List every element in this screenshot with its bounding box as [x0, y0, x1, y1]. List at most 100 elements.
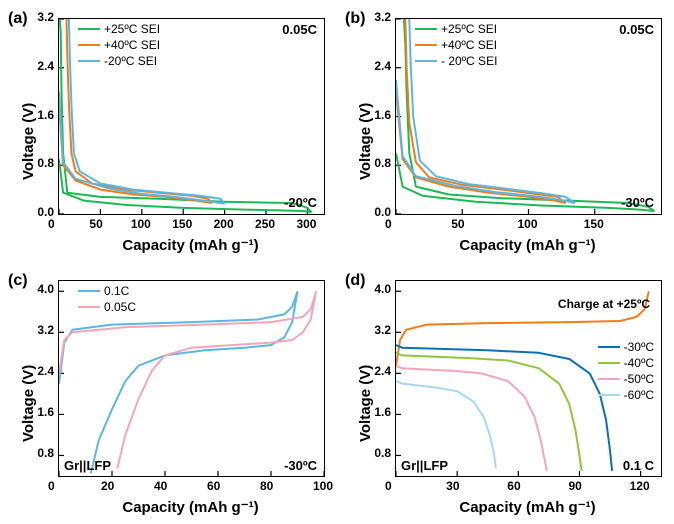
panel-c-xlabel: Capacity (mAh g⁻¹)	[58, 498, 323, 516]
legend-item: +25ºC SEI	[78, 22, 160, 36]
ytick-label: 2.4	[374, 364, 391, 378]
xtick-label: 0	[385, 479, 392, 493]
ytick-label: 0.8	[374, 446, 391, 460]
legend-label: +25ºC SEI	[441, 22, 497, 36]
xtick-label: 250	[255, 217, 275, 231]
xtick-label: 50	[451, 217, 464, 231]
panel-b: (b) Voltage (V) +25ºC SEI +40ºC SEI - 20ºC…	[337, 0, 674, 262]
panel-a: (a) Voltage (V) +25ºC SEI +40ºC SEI -20ºC …	[0, 0, 337, 262]
legend-item: - 20ºC SEI	[415, 54, 497, 68]
xtick-label: 300	[296, 217, 316, 231]
legend-label: -60ºC	[624, 388, 654, 402]
legend-item: 0.1C	[78, 284, 136, 298]
legend-item: 0.05C	[78, 300, 136, 314]
ytick-label: 4.0	[374, 282, 391, 296]
ytick-label: 4.0	[37, 282, 54, 296]
legend-item: +25ºC SEI	[415, 22, 497, 36]
xtick-label: 0	[385, 217, 392, 231]
ytick-label: 3.2	[37, 323, 54, 337]
xtick-label: 100	[518, 217, 538, 231]
ytick-label: 0.8	[37, 156, 54, 170]
legend-label: -30ºC	[624, 340, 654, 354]
legend-label: 0.1C	[104, 284, 129, 298]
legend-line-icon	[598, 394, 620, 396]
xtick-label: 90	[568, 479, 581, 493]
panel-b-ylabel: Voltage (V)	[357, 103, 374, 180]
legend-item: -50ºC	[598, 372, 654, 386]
legend-line-icon	[598, 378, 620, 380]
xtick-label: 40	[154, 479, 167, 493]
legend-item: -60ºC	[598, 388, 654, 402]
ytick-label: 1.6	[374, 108, 391, 122]
legend-line-icon	[415, 44, 437, 46]
legend-line-icon	[78, 28, 100, 30]
xtick-label: 20	[101, 479, 114, 493]
xtick-label: 0	[48, 479, 55, 493]
panel-b-bottom-right: -30ºC	[621, 195, 654, 210]
panel-c-bottom-left: Gr||LFP	[64, 458, 111, 473]
xtick-label: 80	[260, 479, 273, 493]
xtick-label: 100	[313, 479, 333, 493]
panel-c: (c) Voltage (V) 0.1C0.05C Gr||LFP -30ºC …	[0, 262, 337, 524]
panel-d: (d) Voltage (V) -30ºC -40ºC -50ºC -60ºC Cha…	[337, 262, 674, 524]
legend-line-icon	[598, 362, 620, 364]
panel-a-ylabel: Voltage (V)	[20, 103, 37, 180]
panel-a-legend: +25ºC SEI +40ºC SEI -20ºC SEI	[78, 22, 160, 70]
legend-line-icon	[598, 346, 620, 348]
panel-b-legend: +25ºC SEI +40ºC SEI - 20ºC SEI	[415, 22, 497, 70]
xtick-label: 200	[214, 217, 234, 231]
xtick-label: 60	[507, 479, 520, 493]
legend-label: -20ºC SEI	[104, 54, 157, 68]
ytick-label: 1.6	[37, 108, 54, 122]
panel-d-label: (d)	[345, 272, 365, 290]
legend-line-icon	[415, 60, 437, 62]
legend-label: -50ºC	[624, 372, 654, 386]
legend-item: -40ºC	[598, 356, 654, 370]
ytick-label: 0.8	[37, 446, 54, 460]
legend-item: +40ºC SEI	[78, 38, 160, 52]
ytick-label: 2.4	[37, 59, 54, 73]
panel-b-xlabel: Capacity (mAh g⁻¹)	[395, 236, 660, 254]
xtick-label: 150	[172, 217, 192, 231]
panel-a-label: (a)	[8, 10, 28, 28]
legend-label: +40ºC SEI	[104, 38, 160, 52]
ytick-label: 3.2	[374, 10, 391, 24]
panel-c-legend: 0.1C 0.05C	[78, 284, 136, 316]
legend-line-icon	[78, 290, 100, 292]
ytick-label: 2.4	[37, 364, 54, 378]
panel-d-bottom-left: Gr||LFP	[401, 458, 448, 473]
panel-d-ylabel: Voltage (V)	[357, 365, 374, 442]
ytick-label: 1.6	[374, 405, 391, 419]
legend-label: - 20ºC SEI	[441, 54, 497, 68]
ytick-label: 0.0	[37, 205, 54, 219]
legend-item: +40ºC SEI	[415, 38, 497, 52]
legend-label: 0.05C	[104, 300, 136, 314]
panel-d-charge-note: Charge at +25ºC	[558, 297, 650, 311]
legend-line-icon	[78, 306, 100, 308]
panel-c-label: (c)	[8, 272, 28, 290]
xtick-label: 150	[584, 217, 604, 231]
legend-item: -30ºC	[598, 340, 654, 354]
legend-label: +25ºC SEI	[104, 22, 160, 36]
xtick-label: 120	[630, 479, 650, 493]
ytick-label: 3.2	[374, 323, 391, 337]
legend-label: -40ºC	[624, 356, 654, 370]
xtick-label: 60	[207, 479, 220, 493]
panel-a-bottom-right: -20ºC	[284, 195, 317, 210]
xtick-label: 0	[48, 217, 55, 231]
xtick-label: 100	[131, 217, 151, 231]
legend-line-icon	[78, 60, 100, 62]
panel-c-bottom-right: -30ºC	[284, 458, 317, 473]
panel-d-xlabel: Capacity (mAh g⁻¹)	[395, 498, 660, 516]
panel-d-bottom-right: 0.1 C	[623, 458, 654, 473]
legend-label: +40ºC SEI	[441, 38, 497, 52]
ytick-label: 3.2	[37, 10, 54, 24]
panel-b-top-right: 0.05C	[619, 22, 654, 37]
legend-line-icon	[78, 44, 100, 46]
legend-item: -20ºC SEI	[78, 54, 160, 68]
panel-b-label: (b)	[345, 10, 365, 28]
ytick-label: 0.8	[374, 156, 391, 170]
xtick-label: 30	[446, 479, 459, 493]
ytick-label: 0.0	[374, 205, 391, 219]
ytick-label: 1.6	[37, 405, 54, 419]
